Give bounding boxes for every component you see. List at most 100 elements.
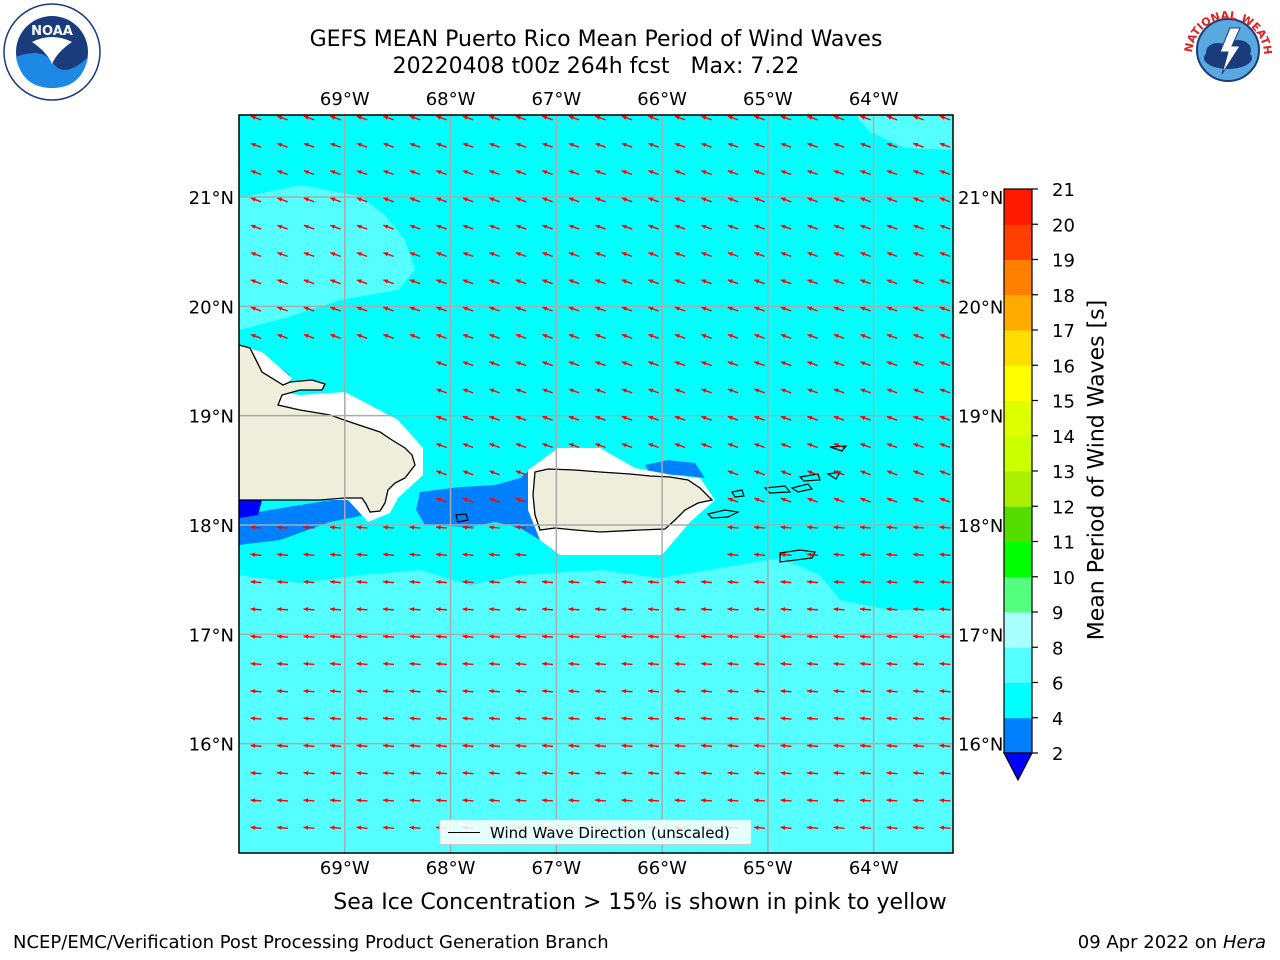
wave-arrow xyxy=(727,743,739,748)
subtitle-text: Sea Ice Concentration > 15% is shown in … xyxy=(333,890,947,915)
wave-arrow xyxy=(859,770,872,776)
wave-arrow xyxy=(329,579,342,585)
wave-arrow xyxy=(515,689,527,694)
wave-arrow xyxy=(515,279,527,285)
wave-arrow xyxy=(435,770,448,776)
wave-arrow xyxy=(727,306,739,312)
wave-arrow xyxy=(780,552,792,557)
wave-arrow xyxy=(382,552,395,557)
wave-arrow xyxy=(488,798,501,803)
wave-arrow xyxy=(356,770,368,776)
wave-arrow xyxy=(913,251,924,258)
wave-arrow xyxy=(303,142,315,148)
wave-arrow xyxy=(436,333,447,339)
wave-arrow xyxy=(621,170,633,176)
wave-arrow xyxy=(515,497,527,503)
wave-arrow xyxy=(807,361,818,367)
wave-arrow xyxy=(356,798,368,803)
wave-arrow xyxy=(595,306,606,312)
wave-arrow xyxy=(780,770,792,776)
wave-arrow xyxy=(674,634,686,639)
wave-arrow xyxy=(621,279,633,285)
wave-arrow xyxy=(409,251,421,258)
wave-arrow xyxy=(515,415,527,421)
wave-arrow xyxy=(462,361,474,367)
wave-arrow xyxy=(780,224,792,230)
wave-arrow xyxy=(727,115,739,121)
wave-arrow xyxy=(939,443,951,449)
wave-arrow xyxy=(780,634,792,639)
wave-arrow xyxy=(409,716,421,721)
wave-arrow xyxy=(356,279,368,285)
wave-arrow xyxy=(435,716,448,721)
wave-arrow xyxy=(488,661,501,667)
wave-arrow xyxy=(383,197,394,203)
wind-wave-direction-arrows xyxy=(250,115,951,830)
wave-arrow xyxy=(913,333,924,339)
wave-arrow xyxy=(859,579,872,585)
wave-arrow xyxy=(700,743,713,748)
wave-arrow xyxy=(356,634,368,639)
wave-arrow xyxy=(621,634,633,639)
wave-arrow xyxy=(303,525,315,530)
wave-arrow xyxy=(780,361,792,367)
wave-arrow xyxy=(833,470,845,476)
colorbar-tick-label-14: 19 xyxy=(1052,251,1075,272)
wave-arrow xyxy=(780,115,792,121)
wave-arrow xyxy=(595,279,606,285)
wave-arrow xyxy=(621,361,633,367)
wave-arrow xyxy=(780,251,792,258)
wave-arrow xyxy=(913,388,924,394)
wave-arrow xyxy=(806,743,819,748)
wave-arrow xyxy=(860,415,871,421)
map-gridlines xyxy=(239,115,953,853)
wave-arrow xyxy=(833,443,845,449)
wave-arrow xyxy=(409,224,421,230)
wave-arrow xyxy=(356,552,368,557)
wave-arrow xyxy=(700,770,713,776)
wave-arrow xyxy=(833,388,845,394)
wave-arrow xyxy=(886,197,898,203)
wave-arrow xyxy=(277,197,288,203)
wave-arrow xyxy=(833,716,845,721)
colorbar-segment-5 xyxy=(1004,541,1032,578)
wave-arrow xyxy=(727,197,739,203)
wave-arrow xyxy=(436,470,447,476)
wave-arrow xyxy=(595,197,606,203)
wave-arrow xyxy=(303,251,315,258)
wave-arrow xyxy=(727,689,739,694)
wave-arrow xyxy=(250,743,262,748)
wave-arrow xyxy=(806,525,819,530)
wave-arrow xyxy=(859,825,872,830)
wave-arrow xyxy=(912,634,925,639)
wave-arrow xyxy=(435,579,448,585)
wave-arrow xyxy=(833,497,845,503)
wave-arrow xyxy=(860,170,871,176)
wave-arrow xyxy=(647,716,660,721)
wave-arrow xyxy=(462,552,474,557)
wave-arrow xyxy=(754,415,765,421)
wave-arrow xyxy=(436,415,447,421)
wave-arrow xyxy=(807,306,818,312)
wave-arrow xyxy=(754,443,765,449)
wave-arrow xyxy=(329,607,342,612)
wave-arrow xyxy=(674,716,686,721)
wave-arrow xyxy=(329,689,342,694)
wave-arrow xyxy=(277,279,288,285)
wave-arrow xyxy=(701,224,712,230)
wave-arrow xyxy=(912,825,925,830)
lon-label-bottom-2: 67°W xyxy=(531,858,581,879)
wave-arrow xyxy=(806,579,819,585)
wave-arrow xyxy=(648,279,659,285)
wave-arrow xyxy=(753,743,766,748)
wave-arrow xyxy=(886,279,898,285)
wave-arrow xyxy=(648,361,659,367)
lon-label-top-2: 67°W xyxy=(531,89,581,110)
wave-arrow xyxy=(541,716,554,721)
wave-arrow xyxy=(303,552,315,557)
wave-arrow xyxy=(303,197,315,203)
wave-arrow xyxy=(303,579,315,585)
wave-arrow xyxy=(647,743,660,748)
wave-arrow xyxy=(462,279,474,285)
wave-arrow xyxy=(515,470,527,476)
